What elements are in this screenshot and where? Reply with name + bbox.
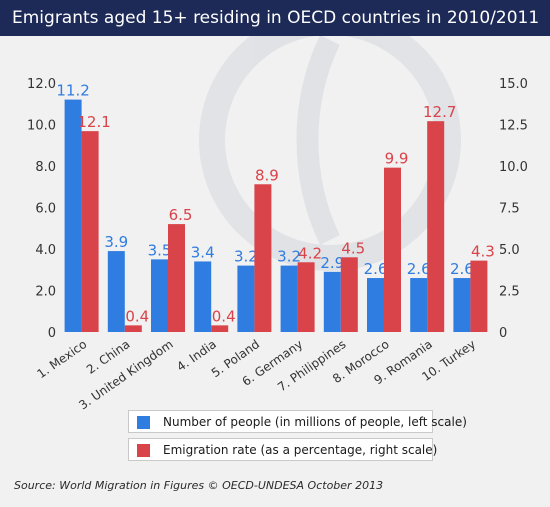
data-label-series1: 3.2 xyxy=(277,248,301,266)
data-label-series1: 3.5 xyxy=(148,241,172,259)
series1-swatch xyxy=(137,416,150,429)
bar-series2 xyxy=(254,184,272,332)
left-tick-label: 10.0 xyxy=(27,119,56,134)
right-tick-label: 15.0 xyxy=(499,77,528,92)
bar-series1 xyxy=(64,99,82,332)
data-label-series2: 9.9 xyxy=(385,150,409,168)
data-label-series2: 0.4 xyxy=(125,307,149,325)
data-label-series1: 2.9 xyxy=(320,254,344,272)
series1-label: Number of people (in millions of people,… xyxy=(163,415,467,429)
right-tick-label: 2.5 xyxy=(499,285,520,300)
bar-series1 xyxy=(367,278,384,332)
right-tick-label: 5.0 xyxy=(499,243,520,258)
data-label-series1: 3.9 xyxy=(104,233,128,251)
data-label-series2: 6.5 xyxy=(169,206,193,224)
bar-series2 xyxy=(211,325,229,332)
left-tick-label: 8.0 xyxy=(35,160,56,175)
bar-series1 xyxy=(280,265,298,332)
chart-title: Emigrants aged 15+ residing in OECD coun… xyxy=(12,8,540,28)
bar-series1 xyxy=(410,278,428,332)
legend-item-series1: Number of people (in millions of people,… xyxy=(128,410,467,433)
bar-series2 xyxy=(124,325,142,332)
bar-series1 xyxy=(237,265,255,332)
left-tick-label: 6.0 xyxy=(35,202,56,217)
bar-series1 xyxy=(453,278,471,332)
left-axis: 0 2.0 4.0 6.0 8.0 10.0 12.0 xyxy=(27,77,56,341)
data-label-series1: 2.6 xyxy=(450,260,474,278)
bars-group: 11.212.13.90.43.56.53.40.43.28.93.24.22.… xyxy=(56,82,495,333)
data-label-series2: 0.4 xyxy=(212,307,236,325)
data-label-series1: 3.2 xyxy=(234,248,258,266)
right-axis: 0 2.5 5.0 7.5 10.0 12.5 15.0 xyxy=(499,77,528,341)
bar-series2 xyxy=(297,262,315,332)
watermark-logo xyxy=(199,36,461,271)
source-note: Source: World Migration in Figures © OEC… xyxy=(14,479,384,492)
right-tick-label: 12.5 xyxy=(499,119,528,134)
data-label-series2: 4.5 xyxy=(341,239,365,257)
bar-series2 xyxy=(384,167,401,332)
series2-label: Emigration rate (as a percentage, right … xyxy=(163,443,438,457)
data-label-series1: 3.4 xyxy=(191,243,215,261)
bar-series1 xyxy=(323,271,341,332)
data-label-series1: 2.6 xyxy=(364,260,388,278)
left-tick-label: 12.0 xyxy=(27,77,56,92)
bar-series2 xyxy=(427,121,445,333)
legend-item-series2: Emigration rate (as a percentage, right … xyxy=(128,438,437,461)
left-tick-label: 2.0 xyxy=(35,285,56,300)
bar-series1 xyxy=(194,261,212,332)
bar-series1 xyxy=(151,259,168,332)
data-label-series2: 8.9 xyxy=(255,166,279,184)
series2-swatch xyxy=(137,444,150,457)
data-label-series2: 4.3 xyxy=(471,243,495,261)
left-tick-label: 4.0 xyxy=(35,243,56,258)
right-tick-label: 0 xyxy=(499,326,507,341)
left-tick-label: 0 xyxy=(48,326,56,341)
chart-plot: 0 2.0 4.0 6.0 8.0 10.0 12.0 0 2.5 5.0 7.5 10.0 12.5… xyxy=(27,36,528,412)
category-label: 1. Mexico xyxy=(34,337,89,381)
right-tick-label: 10.0 xyxy=(499,160,528,175)
title-bar: Emigrants aged 15+ residing in OECD coun… xyxy=(0,0,550,36)
data-label-series2: 12.1 xyxy=(77,113,110,131)
data-label-series1: 2.6 xyxy=(407,260,431,278)
bar-series2 xyxy=(81,131,99,332)
bar-series2 xyxy=(340,257,358,332)
data-label-series2: 4.2 xyxy=(298,244,322,262)
data-label-series2: 12.7 xyxy=(423,103,456,121)
bar-series1 xyxy=(107,251,125,332)
bar-series2 xyxy=(168,224,185,332)
bar-series2 xyxy=(470,260,488,332)
data-label-series1: 11.2 xyxy=(56,82,89,100)
right-tick-label: 7.5 xyxy=(499,202,520,217)
